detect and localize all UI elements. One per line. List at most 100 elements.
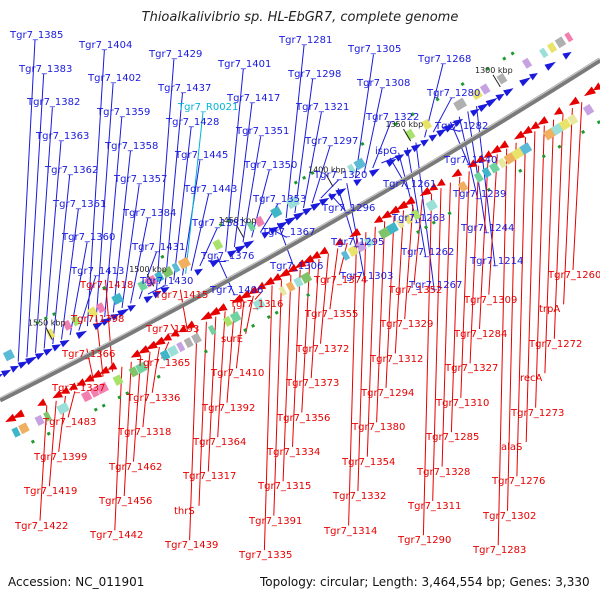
leader-line — [173, 126, 192, 281]
reverse-gene-arrow — [76, 378, 87, 386]
forward-gene-label: Tgr7_1361 — [53, 199, 107, 210]
forward-gene-arrow — [194, 268, 203, 276]
forward-gene-arrow — [403, 149, 413, 157]
leader-line — [226, 306, 235, 403]
leader-line — [450, 176, 461, 433]
reverse-gc-mark — [518, 168, 523, 173]
reverse-gc-mark — [125, 391, 130, 396]
forward-cog-block — [171, 262, 181, 273]
reverse-cog-block — [550, 122, 564, 136]
leader-line — [535, 125, 545, 408]
forward-gene-label: Tgr7_1385 — [10, 30, 64, 41]
forward-gene-arrow — [503, 88, 514, 97]
leader-line — [301, 264, 311, 413]
label-leader-lines — [17, 39, 583, 551]
reverse-gene-label: Tgr7_1335 — [239, 550, 293, 561]
reverse-cog-block — [411, 209, 422, 221]
forward-gene-label: Tgr7_1240 — [444, 155, 498, 166]
forward-gene-arrow — [43, 348, 53, 356]
reverse-gc-mark — [416, 229, 421, 234]
reverse-gene-label: Tgr7_1391 — [249, 516, 303, 527]
reverse-gene-label: Tgr7_1456 — [99, 496, 153, 507]
reverse-gene-arrow — [310, 250, 322, 260]
reverse-gene-label: Tgr7_1311 — [408, 501, 462, 512]
reverse-gene-arrow — [278, 268, 291, 278]
reverse-cog-block — [11, 426, 21, 438]
reverse-gc-mark — [101, 403, 106, 408]
reverse-gene-arrow — [138, 345, 150, 354]
forward-gene-label: Tgr7_1303 — [340, 271, 394, 282]
forward-gene-arrow — [0, 373, 3, 377]
leader-line — [151, 346, 160, 393]
reverse-gene-arrow — [256, 281, 267, 290]
forward-gene-arrow — [143, 295, 154, 304]
leader-line — [507, 142, 517, 511]
leader-line — [385, 215, 395, 388]
leader-line — [311, 145, 331, 204]
reverse-gene-arrow — [428, 183, 439, 191]
leader-line — [516, 137, 526, 477]
leader-line — [133, 356, 142, 462]
forward-gene-label: Tgr7_1381 — [192, 218, 246, 229]
reverse-gene-label: Tgr7_1483 — [43, 417, 97, 428]
reverse-gene-label: Tgr7_1285 — [426, 432, 480, 443]
reverse-cog-block — [278, 285, 288, 297]
reverse-gene-label: alaS — [501, 442, 523, 453]
reverse-gc-mark — [117, 395, 122, 400]
leader-line — [121, 184, 140, 309]
forward-gene-label: Tgr7_1267 — [409, 280, 463, 291]
forward-gene-arrow — [293, 212, 305, 221]
leader-line — [432, 188, 442, 501]
reverse-gene-label: thrS — [174, 506, 195, 517]
leader-line — [357, 232, 367, 492]
reverse-gc-mark — [431, 220, 436, 225]
reverse-cog-block — [497, 157, 508, 169]
forward-cog-block — [554, 36, 567, 49]
forward-gene-arrow — [519, 77, 531, 87]
leader-line — [251, 169, 270, 238]
forward-gene-arrow — [152, 291, 162, 299]
reverse-gc-mark — [93, 407, 98, 412]
reverse-cog-block — [43, 411, 52, 422]
leader-line — [207, 316, 217, 472]
reverse-cog-block — [363, 236, 375, 248]
forward-gene-arrow — [127, 305, 136, 312]
reverse-gene-arrow — [530, 121, 541, 130]
reverse-cog-block — [176, 341, 186, 353]
forward-gene-label: Tgr7_1359 — [97, 107, 151, 118]
leader-line — [422, 193, 433, 536]
reverse-gene-label: Tgr7_1316 — [230, 299, 284, 310]
leader-line — [460, 171, 470, 398]
forward-cog-block — [496, 73, 508, 85]
scale-tick — [236, 224, 244, 238]
forward-gene-label: Tgr7_1268 — [418, 54, 472, 65]
reverse-gc-mark — [486, 187, 491, 192]
reverse-gene-label: Tgr7_1355 — [305, 309, 359, 320]
leader-line — [199, 227, 218, 267]
genome-title: Thioalkalivibrio sp. HL-EbGR7, complete … — [141, 10, 459, 25]
reverse-gene-label: Tgr7_1354 — [342, 457, 396, 468]
reverse-gene-arrow — [107, 362, 118, 370]
reverse-gene-label: Tgr7_1336 — [127, 393, 181, 404]
leader-line — [310, 259, 320, 379]
forward-gene-arrow — [51, 344, 62, 352]
leader-line — [413, 199, 423, 285]
reverse-gene-arrow — [521, 125, 533, 135]
reverse-gc-mark — [447, 211, 452, 216]
forward-cog-block — [212, 238, 224, 251]
leader-line — [130, 218, 149, 304]
leader-line — [263, 285, 273, 551]
forward-cog-block — [404, 128, 416, 141]
forward-gc-mark — [102, 285, 107, 291]
reverse-cog-block — [207, 324, 217, 336]
forward-gene-label: Tgr7_1308 — [357, 78, 411, 89]
scale-label: 1350 kbp — [386, 120, 424, 129]
forward-gene-arrow — [411, 143, 422, 153]
forward-cog-block — [154, 271, 165, 283]
forward-gene-label: Tgr7_1437 — [158, 83, 212, 94]
forward-gene-label: Tgr7_1417 — [227, 93, 281, 104]
forward-gc-mark — [510, 51, 515, 56]
reverse-gene-arrow — [208, 307, 221, 317]
forward-gene-arrow — [302, 207, 313, 216]
forward-cog-block — [62, 319, 73, 331]
